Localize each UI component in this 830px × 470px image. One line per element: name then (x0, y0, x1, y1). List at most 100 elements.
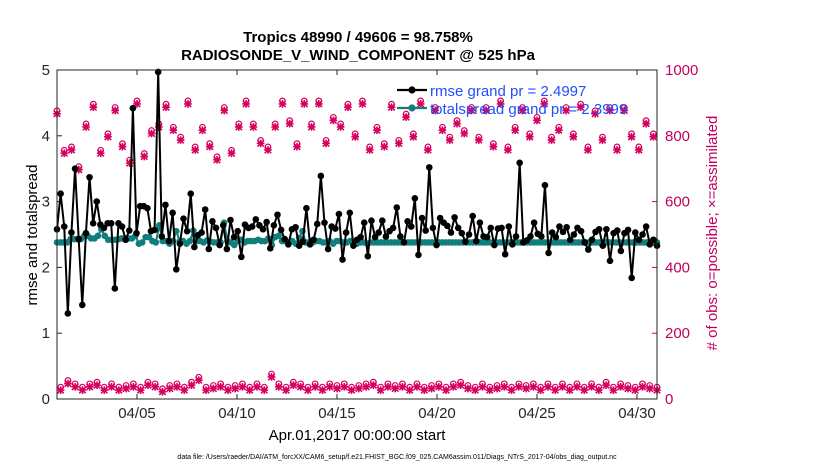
rmse-point (433, 241, 440, 249)
obs-assimilated-marker (162, 103, 170, 112)
rmse-point (556, 223, 563, 230)
obs-assimilated-marker (136, 386, 145, 394)
rmse-point (285, 241, 292, 248)
obs-assimilated-marker (467, 106, 476, 115)
rmse-point (642, 223, 650, 230)
obs-assimilated-marker (129, 383, 138, 391)
obs-assimilated-marker (173, 383, 181, 391)
obs-assimilated-marker (394, 139, 403, 148)
rmse-point (577, 227, 585, 235)
obs-assimilated-marker (311, 383, 320, 391)
obs-assimilated-marker (631, 386, 640, 394)
obs-assimilated-marker (56, 386, 65, 394)
obs-assimilated-marker (376, 386, 385, 394)
rmse-point (498, 224, 505, 232)
rmse-point (172, 266, 180, 273)
rmse-point (624, 226, 632, 234)
y-right-label: # of obs: o=possible; ×=assimilated (704, 116, 721, 351)
legend-spread-label: totalspread grand pr = 2.3999 (430, 101, 627, 118)
obs-assimilated-marker (624, 384, 632, 393)
rmse-point (144, 204, 151, 212)
obs-assimilated-marker (89, 103, 98, 112)
y-right-tick-label: 600 (665, 194, 690, 211)
obs-assimilated-marker (398, 383, 407, 391)
y-left-tick-label: 5 (42, 62, 50, 79)
obs-assimilated-marker (445, 136, 454, 144)
rmse-point (425, 164, 433, 171)
obs-assimilated-marker (493, 384, 501, 393)
rmse-point (71, 165, 79, 172)
rmse-point (332, 225, 339, 232)
obs-assimilated-marker (485, 386, 494, 394)
legend-rmse-label: rmse grand pr = 2.4997 (430, 83, 586, 100)
obs-assimilated-marker (60, 149, 69, 158)
totalspread-point (152, 239, 160, 246)
obs-assimilated-marker (347, 386, 356, 394)
obs-assimilated-marker (471, 386, 480, 394)
rmse-point (169, 209, 176, 217)
footer-filename: data file: /Users/raeder/DAI/ATM_forcXX/… (177, 454, 617, 461)
rmse-point (60, 223, 68, 230)
rmse-point (603, 225, 610, 233)
rmse-point (360, 219, 368, 226)
obs-assimilated-marker (358, 100, 367, 108)
rmse-point (462, 238, 469, 246)
x-tick-label: 04/25 (518, 405, 556, 422)
obs-assimilated-marker (256, 139, 265, 148)
obs-assimilated-marker (442, 386, 450, 394)
rmse-point (451, 214, 458, 221)
rmse-point (299, 238, 307, 246)
obs-assimilated-marker (613, 146, 621, 154)
obs-assimilated-marker (551, 386, 560, 394)
obs-assimilated-marker (424, 146, 432, 154)
rmse-point (397, 233, 404, 240)
obs-assimilated-marker (464, 384, 472, 393)
obs-assimilated-marker (122, 384, 130, 393)
legend-rmse-marker (408, 86, 416, 94)
rmse-point (541, 181, 549, 189)
rmse-point (454, 224, 462, 232)
rmse-point (407, 223, 415, 230)
y-left-tick-label: 2 (42, 259, 50, 276)
rmse-point (364, 252, 372, 260)
obs-assimilated-marker (100, 386, 109, 394)
rmse-point (306, 241, 314, 248)
obs-assimilated-marker (187, 381, 196, 390)
rmse-point (548, 229, 556, 236)
obs-assimilated-marker (274, 383, 283, 391)
rmse-point (274, 211, 281, 219)
rmse-point (162, 201, 169, 209)
obs-assimilated-marker (511, 126, 520, 135)
rmse-point (422, 227, 429, 234)
obs-assimilated-marker (344, 103, 352, 112)
obs-assimilated-marker (220, 106, 229, 115)
obs-assimilated-marker (242, 100, 250, 108)
obs-assimilated-marker (333, 384, 341, 393)
rmse-point (158, 233, 166, 240)
rmse-point (346, 209, 354, 217)
obs-assimilated-marker (362, 383, 370, 391)
obs-assimilated-marker (456, 381, 465, 390)
rmse-point (180, 215, 187, 223)
rmse-point (86, 173, 93, 181)
rmse-point (599, 242, 607, 249)
obs-assimilated-marker (409, 132, 418, 141)
obs-assimilated-marker (609, 386, 618, 394)
rmse-point (238, 253, 245, 261)
obs-assimilated-marker (384, 383, 392, 391)
obs-assimilated-marker (554, 126, 563, 135)
rmse-point (313, 220, 321, 228)
obs-assimilated-marker (104, 132, 112, 141)
rmse-series (53, 68, 661, 317)
rmse-point (339, 256, 346, 263)
rmse-point (219, 221, 227, 229)
rmse-point (209, 218, 216, 225)
obs-assimilated-marker (296, 383, 305, 391)
rmse-point (632, 229, 639, 236)
rmse-point (429, 224, 437, 232)
obs-assimilated-marker (449, 383, 458, 391)
rmse-point (165, 237, 173, 245)
obs-assimilated-marker (540, 100, 549, 108)
totalspread-point (275, 232, 282, 240)
rmse-point (292, 223, 299, 231)
